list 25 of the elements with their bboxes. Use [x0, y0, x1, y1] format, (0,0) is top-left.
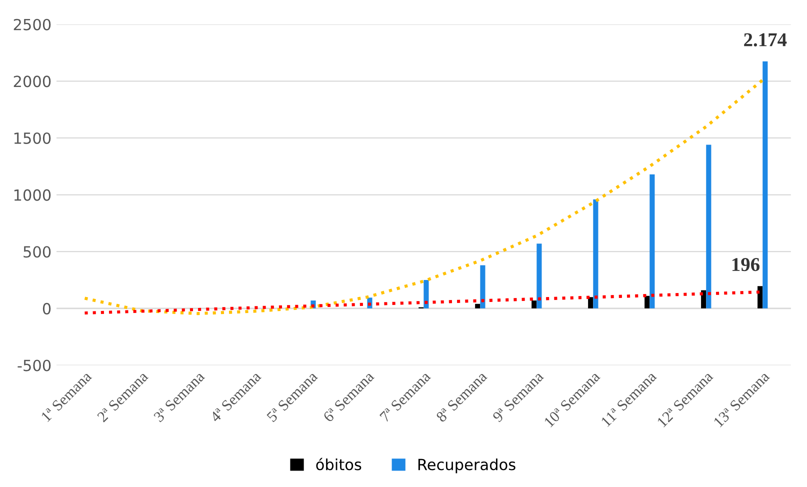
- bar: [758, 286, 763, 308]
- data-label: 196: [732, 258, 760, 272]
- bar: [588, 297, 594, 308]
- y-tick-label: -500: [18, 360, 51, 372]
- y-tick-label: 2500: [14, 18, 51, 30]
- bar: [475, 304, 480, 308]
- bar: [480, 265, 486, 308]
- bar: [532, 300, 537, 308]
- line-series: [83, 78, 764, 316]
- bar: [762, 61, 768, 308]
- bar: [593, 199, 598, 308]
- legend-label: Recuperados: [418, 458, 516, 474]
- legend-label: óbitos: [316, 458, 362, 470]
- bar: [701, 290, 706, 308]
- y-tick-label: 1000: [14, 189, 51, 201]
- bar: [706, 144, 712, 308]
- y-tick-label: 500: [24, 246, 51, 258]
- y-tick-label: 2000: [14, 76, 51, 88]
- y-tick-label: 0: [42, 302, 51, 314]
- bar: [424, 280, 429, 308]
- bar: [536, 244, 542, 308]
- bar: [644, 296, 650, 308]
- data-label: 2.174: [744, 33, 787, 46]
- bar: [650, 174, 655, 308]
- y-tick-label: 1500: [14, 132, 51, 144]
